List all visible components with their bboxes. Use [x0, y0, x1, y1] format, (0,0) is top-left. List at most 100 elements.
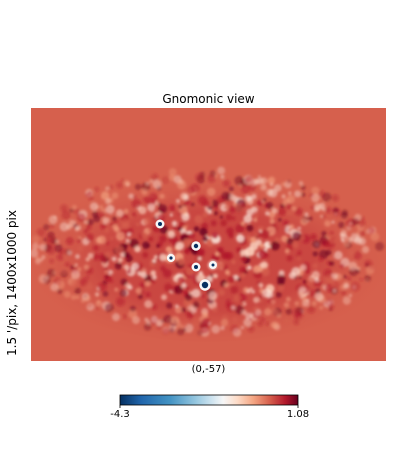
map-pixel-blob [169, 327, 175, 333]
map-pixel-blob [341, 209, 348, 216]
map-pixel-blob [109, 185, 114, 190]
map-pixel-blob [50, 283, 59, 292]
map-pixel-blob [65, 236, 74, 245]
map-pixel-blob [182, 321, 189, 328]
map-pixel-blob [185, 267, 194, 276]
map-pixel-blob [333, 250, 343, 260]
map-pixel-blob [162, 327, 170, 335]
map-pixel-blob [320, 238, 330, 248]
map-pixel-blob [168, 174, 176, 181]
map-pixel-blob [271, 321, 280, 330]
map-pixel-blob [145, 292, 151, 298]
map-pixel-blob [300, 217, 308, 226]
map-pixel-blob [117, 257, 123, 263]
map-pixel-blob [177, 180, 187, 190]
map-pixel-blob [292, 241, 299, 249]
map-pixel-blob [343, 236, 350, 244]
map-pixel-blob [162, 269, 172, 278]
map-pixel-blob [74, 263, 78, 267]
map-pixel-blob [46, 268, 56, 278]
map-pixel-blob [125, 181, 131, 187]
map-pixel-blob [240, 202, 245, 207]
map-pixel-blob [219, 215, 223, 219]
map-pixel-blob [177, 257, 185, 266]
map-pixel-blob [182, 328, 187, 332]
map-pixel-blob [95, 294, 99, 297]
map-pixel-blob [100, 256, 107, 264]
map-pixel-blob [258, 249, 268, 259]
map-pixel-blob [97, 235, 106, 245]
map-pixel-blob [60, 267, 68, 275]
map-pixel-blob [277, 284, 285, 292]
map-pixel-blob [225, 251, 233, 260]
map-pixel-blob [88, 195, 94, 201]
map-pixel-blob [185, 291, 189, 295]
map-pixel-blob [263, 308, 272, 316]
map-pixel-blob [314, 203, 322, 211]
map-pixel-blob [57, 288, 63, 295]
map-pixel-blob [75, 254, 80, 259]
map-pixel-blob [285, 203, 293, 210]
map-pixel-blob [354, 218, 359, 224]
map-pixel-blob [109, 222, 114, 227]
map-pixel-blob [301, 299, 310, 307]
map-pixel-blob [291, 206, 297, 212]
map-pixel-blob [217, 166, 226, 175]
map-pixel-blob [343, 274, 347, 279]
map-pixel-blob [233, 294, 241, 302]
map-pixel-blob [105, 198, 111, 204]
map-pixel-blob [184, 285, 190, 291]
map-pixel-blob [84, 220, 88, 224]
map-pixel-blob [354, 236, 363, 245]
map-pixel-blob [311, 186, 320, 196]
map-pixel-blob [182, 290, 187, 295]
map-pixel-blob [39, 243, 47, 251]
map-pixel-blob [220, 175, 225, 179]
map-pixel-blob [56, 253, 64, 261]
map-pixel-blob [162, 176, 171, 184]
map-pixel-blob [340, 230, 347, 237]
map-pixel-blob [278, 270, 285, 277]
map-pixel-blob [132, 195, 137, 199]
map-pixel-blob [240, 325, 245, 330]
map-pixel-blob [104, 227, 109, 233]
map-pixel-blob [169, 213, 173, 217]
map-pixel-blob [169, 204, 176, 212]
map-pixel-blob [257, 321, 263, 327]
map-pixel-blob [358, 219, 366, 227]
map-pixel-blob [258, 295, 263, 299]
map-pixel-blob [199, 227, 208, 236]
map-pixel-blob [286, 195, 295, 204]
map-pixel-blob [121, 178, 125, 183]
map-pixel-blob [282, 220, 289, 226]
map-pixel-blob [46, 245, 56, 255]
map-pixel-blob [253, 296, 260, 304]
map-pixel-blob [367, 227, 375, 235]
map-pixel-blob [311, 300, 317, 306]
map-pixel-blob [116, 181, 124, 189]
colorbar-min-label: -4.3 [110, 409, 130, 420]
map-pixel-blob [370, 232, 380, 242]
map-pixel-blob [137, 294, 143, 300]
map-pixel-blob [183, 299, 192, 308]
map-pixel-blob [302, 296, 307, 301]
map-pixel-blob [153, 255, 158, 259]
map-pixel-blob [331, 280, 341, 290]
map-pixel-blob [140, 271, 147, 279]
map-pixel-blob [297, 226, 301, 230]
map-pixel-blob [139, 282, 146, 289]
map-pixel-blob [104, 270, 108, 274]
map-pixel-blob [74, 233, 80, 239]
map-pixel-blob [165, 246, 173, 253]
map-pixel-blob [328, 255, 334, 261]
map-pixel-blob [115, 209, 124, 217]
map-pixel-blob [301, 192, 306, 197]
map-pixel-blob [322, 215, 326, 219]
map-pixel-blob [225, 302, 230, 308]
map-pixel-blob [302, 279, 307, 284]
map-pixel-blob [321, 230, 327, 237]
map-pixel-blob [231, 305, 236, 310]
map-pixel-blob [281, 235, 289, 243]
map-pixel-blob [53, 215, 57, 219]
